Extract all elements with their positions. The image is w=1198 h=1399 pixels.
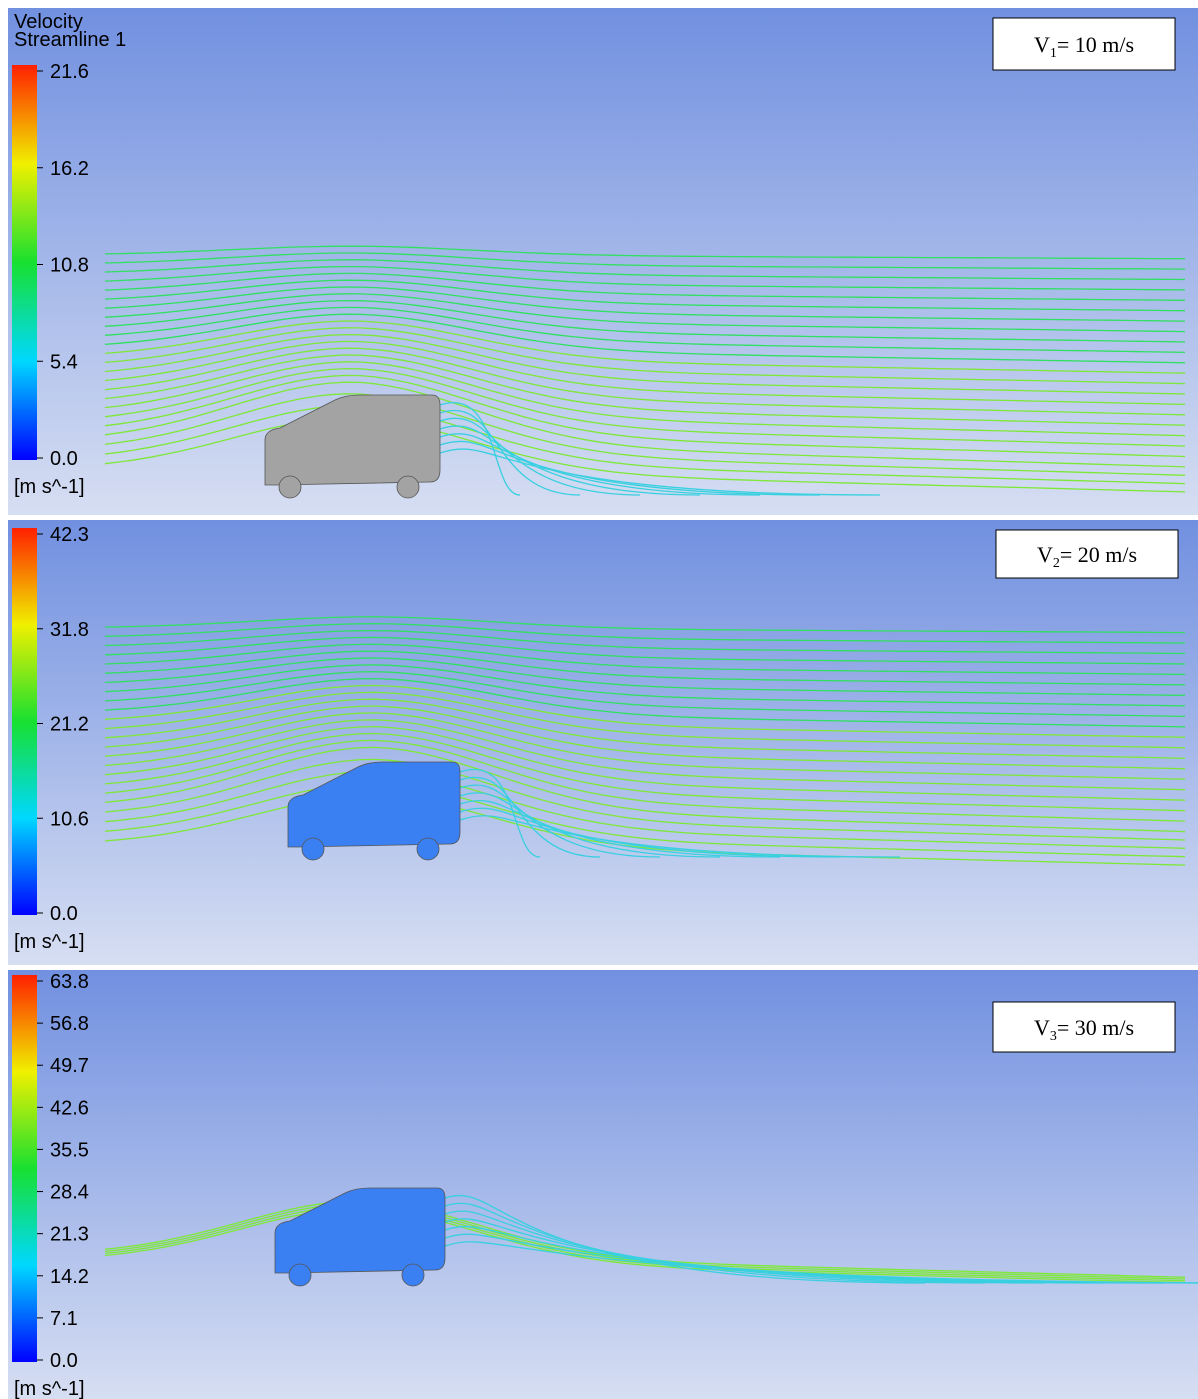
color-bar <box>12 528 37 915</box>
color-bar <box>12 975 37 1362</box>
tick-label: 49.7 <box>50 1055 89 1077</box>
label-subscript: 2 <box>1053 556 1060 571</box>
tick-label: 5.4 <box>50 351 78 373</box>
tick-label: 28.4 <box>50 1182 89 1204</box>
panel: 42.3 31.8 21.2 10.6 0.0 [m s^-1] V2= 20 m/s <box>8 520 1198 965</box>
simulation-figure: VelocityStreamline 121.616.210.85.40.0[m… <box>0 0 1198 1399</box>
tick-label: 35.5 <box>50 1139 89 1161</box>
label-subscript: 1 <box>1050 46 1057 61</box>
label-text: = 30 m/s <box>1057 1015 1134 1040</box>
panel: 63.8 56.8 49.7 42.6 35.5 28.4 21.3 14.2 7.1 0.0 [m… <box>8 970 1198 1399</box>
car-wheel <box>289 1264 311 1286</box>
tick-label: 42.3 <box>50 524 89 546</box>
legend-unit: [m s^-1] <box>14 1378 85 1399</box>
label-symbol: V <box>1034 32 1050 57</box>
legend-unit: [m s^-1] <box>14 931 85 953</box>
tick-label: 0.0 <box>50 448 78 470</box>
car-wheel <box>279 476 301 498</box>
car-wheel <box>402 1264 424 1286</box>
velocity-label: V2= 20 m/s <box>1037 542 1137 571</box>
tick-label: 10.8 <box>50 255 89 277</box>
car-wheel <box>397 476 419 498</box>
tick-label: 56.8 <box>50 1013 89 1035</box>
tick-label: 21.2 <box>50 714 89 736</box>
tick-label: 21.3 <box>50 1224 89 1246</box>
tick-label: 10.6 <box>50 808 89 830</box>
tick-label: 42.6 <box>50 1097 89 1119</box>
label-symbol: V <box>1037 542 1053 567</box>
velocity-label: V1= 10 m/s <box>1034 32 1134 61</box>
label-text: = 20 m/s <box>1060 542 1137 567</box>
tick-label: 63.8 <box>50 971 89 993</box>
color-bar <box>12 65 37 460</box>
tick-label: 31.8 <box>50 619 89 641</box>
legend-unit: [m s^-1] <box>14 476 85 498</box>
tick-label: 7.1 <box>50 1308 78 1330</box>
label-text: = 10 m/s <box>1057 32 1134 57</box>
tick-label: 0.0 <box>50 1350 78 1372</box>
velocity-label: V3= 30 m/s <box>1034 1015 1134 1044</box>
car-wheel <box>302 838 324 860</box>
car-wheel <box>417 838 439 860</box>
tick-label: 16.2 <box>50 158 89 180</box>
label-subscript: 3 <box>1050 1029 1057 1044</box>
tick-label: 14.2 <box>50 1266 89 1288</box>
label-symbol: V <box>1034 1015 1050 1040</box>
tick-label: 0.0 <box>50 903 78 925</box>
legend-title: Streamline 1 <box>14 29 126 51</box>
background <box>8 520 1198 965</box>
tick-label: 21.6 <box>50 61 89 83</box>
